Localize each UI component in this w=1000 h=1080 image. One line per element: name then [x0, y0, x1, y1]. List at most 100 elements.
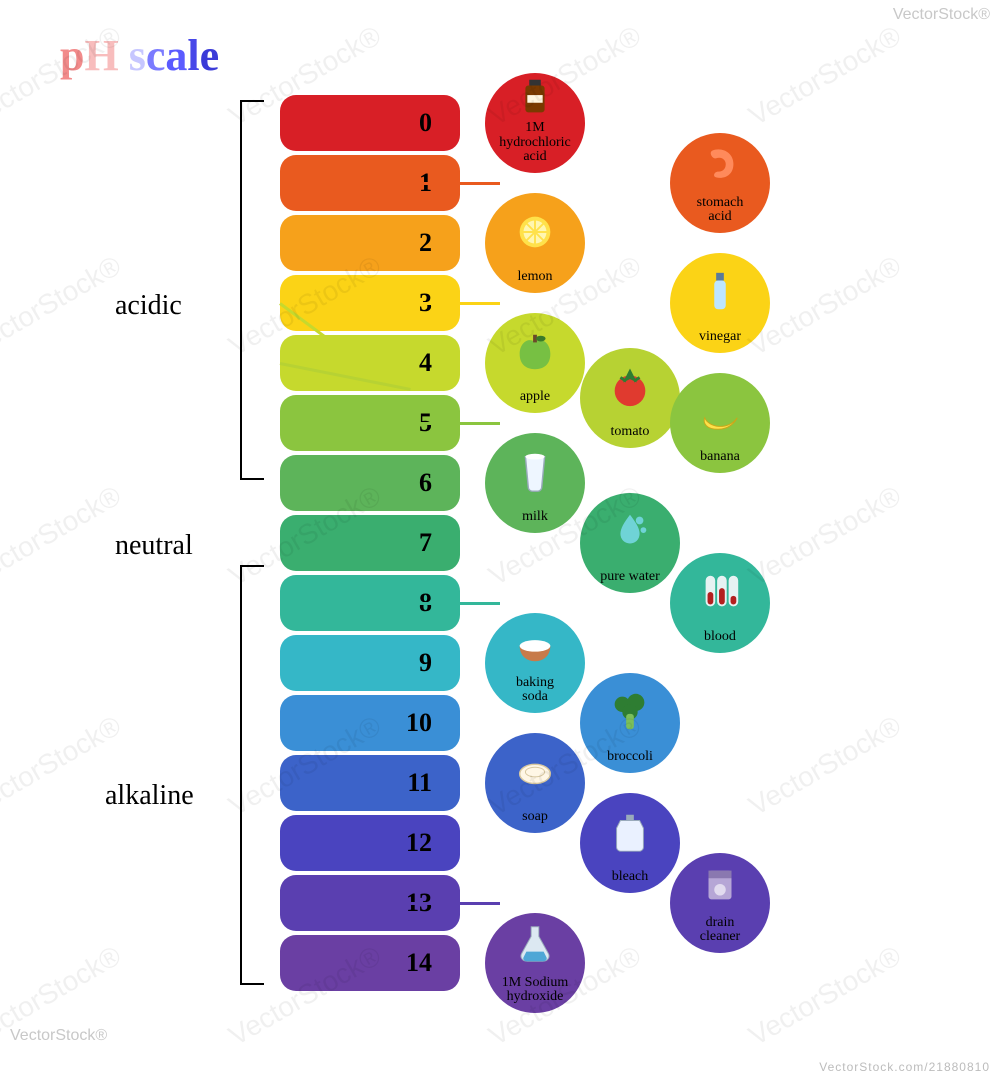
item-bubble: broccoli [580, 673, 680, 773]
banana-icon [697, 389, 743, 435]
item-bubble: stomachacid [670, 133, 770, 233]
tomato-icon [607, 364, 653, 410]
stomach-icon [670, 133, 770, 196]
watermark-text: VectorStock® [10, 1027, 107, 1045]
connector [280, 962, 315, 965]
connector [280, 842, 410, 845]
connector [280, 482, 315, 485]
bowl-icon [485, 613, 585, 676]
glass-icon [485, 433, 585, 510]
item-label: tomato [605, 425, 656, 440]
item-bubble: tomato [580, 348, 680, 448]
watermark-diagonal: VectorStock® [743, 940, 906, 1053]
jug-icon [607, 809, 653, 855]
ph-scale-column: 01234567891011121314 [280, 95, 460, 995]
item-label: lemon [512, 270, 559, 285]
item-label: draincleaner [694, 916, 746, 945]
box-icon [670, 853, 770, 916]
item-label: bakingsoda [510, 676, 560, 705]
bottle-icon [485, 73, 585, 121]
apple-icon [485, 313, 585, 390]
ph-number: 11 [407, 768, 432, 798]
item-bubble: 1M hydrochloricacid [485, 73, 585, 173]
item-bubble: blood [670, 553, 770, 653]
apple-icon [512, 329, 558, 375]
connector [280, 662, 315, 665]
broccoli-icon [607, 689, 653, 735]
connector [280, 302, 500, 305]
ph-number: 9 [419, 648, 432, 678]
connector [280, 182, 500, 185]
broccoli-icon [580, 673, 680, 750]
item-label: pure water [594, 570, 665, 585]
item-bubble: bakingsoda [485, 613, 585, 713]
soap-icon [485, 733, 585, 810]
item-label: vinegar [693, 330, 747, 345]
item-label: 1M hydrochloricacid [485, 121, 585, 165]
lemon-icon [512, 209, 558, 255]
banana-icon [670, 373, 770, 450]
tallbottle-icon [697, 269, 743, 315]
item-bubble: pure water [580, 493, 680, 593]
item-label: stomachacid [691, 196, 750, 225]
jug-icon [580, 793, 680, 870]
water-icon [580, 493, 680, 570]
watermark-diagonal: VectorStock® [743, 20, 906, 133]
connector [280, 602, 500, 605]
glass-icon [512, 449, 558, 495]
item-bubble: draincleaner [670, 853, 770, 953]
category-label-alkaline: alkaline [105, 780, 194, 812]
connector [280, 242, 315, 245]
bowl-icon [512, 621, 558, 667]
item-bubble: milk [485, 433, 585, 533]
item-bubble: soap [485, 733, 585, 833]
stomach-icon [697, 141, 743, 187]
ph-number: 4 [419, 348, 432, 378]
page-title: pHscale [60, 30, 219, 81]
item-label: apple [514, 390, 556, 405]
connector [280, 902, 500, 905]
flask-icon [485, 913, 585, 976]
watermark-diagonal: VectorStock® [0, 480, 127, 593]
ph-number: 14 [406, 948, 432, 978]
box-icon [697, 861, 743, 907]
connector [280, 782, 315, 785]
category-label-neutral: neutral [115, 530, 193, 562]
connector [280, 722, 410, 725]
flask-icon [512, 921, 558, 967]
item-label: 1M Sodiumhydroxide [496, 976, 575, 1005]
tallbottle-icon [670, 253, 770, 330]
bracket-alkaline [240, 565, 242, 985]
connector [280, 122, 315, 125]
watermark-text: VectorStock® [893, 6, 990, 24]
ph-number: 2 [419, 228, 432, 258]
item-bubble: banana [670, 373, 770, 473]
tubes-icon [670, 553, 770, 630]
vector-id: VectorStock.com/21880810 [819, 1060, 990, 1074]
category-label-acidic: acidic [115, 290, 182, 322]
item-label: bleach [606, 870, 655, 885]
bottle-icon [512, 74, 558, 120]
item-bubble: lemon [485, 193, 585, 293]
connector [280, 542, 410, 545]
item-bubble: 1M Sodiumhydroxide [485, 913, 585, 1013]
item-label: soap [516, 810, 554, 825]
water-icon [607, 509, 653, 555]
tomato-icon [580, 348, 680, 425]
ph-number: 0 [419, 108, 432, 138]
bracket-acidic [240, 100, 242, 480]
item-bubble: vinegar [670, 253, 770, 353]
soap-icon [512, 749, 558, 795]
watermark-diagonal: VectorStock® [0, 250, 127, 363]
lemon-icon [485, 193, 585, 270]
item-label: broccoli [601, 750, 659, 765]
ph-number: 7 [419, 528, 432, 558]
item-bubble: bleach [580, 793, 680, 893]
connector [280, 422, 500, 425]
item-bubble: apple [485, 313, 585, 413]
tubes-icon [697, 569, 743, 615]
watermark-diagonal: VectorStock® [743, 710, 906, 823]
ph-number: 6 [419, 468, 432, 498]
item-label: blood [698, 630, 742, 645]
item-label: banana [694, 450, 746, 465]
